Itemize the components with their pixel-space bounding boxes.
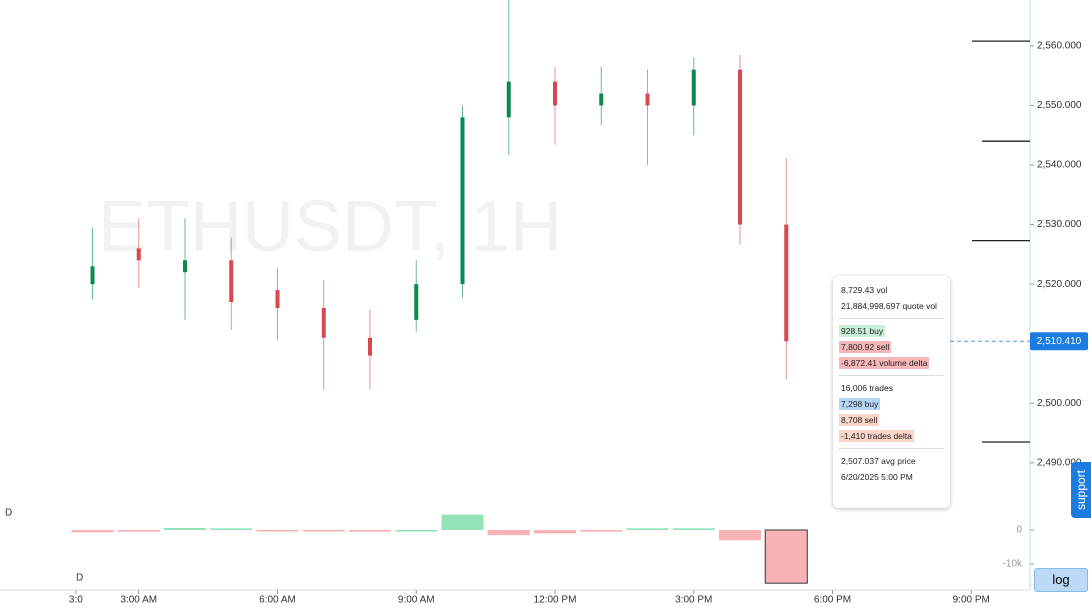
delta-bar bbox=[302, 530, 345, 532]
y-tick-label: 2,500.000 bbox=[1037, 398, 1082, 409]
support-tab[interactable]: support bbox=[1071, 462, 1091, 518]
y2-tick-label: 0 bbox=[1016, 525, 1022, 536]
x-tick-label: 9:00 PM bbox=[953, 595, 990, 606]
y-tick-label: 2,540.000 bbox=[1037, 160, 1082, 171]
delta-bar bbox=[210, 528, 253, 530]
candle-body bbox=[90, 266, 95, 285]
candle-body bbox=[229, 260, 234, 303]
y2-tick-label: -10k bbox=[1003, 559, 1023, 570]
tooltip-row: 928.51 buy bbox=[839, 323, 944, 339]
candle-body bbox=[275, 290, 280, 308]
tooltip-text: 16,006 trades bbox=[841, 383, 893, 393]
tooltip-row: 8,708 sell bbox=[839, 412, 944, 428]
delta-bar bbox=[441, 514, 484, 530]
pane-label: D bbox=[5, 508, 12, 519]
delta-bar bbox=[534, 530, 577, 534]
watermark: ETHUSDT, 1H bbox=[98, 187, 562, 267]
tooltip-row: -6,872.41 volume delta bbox=[839, 355, 944, 371]
y-tick-label: 2,560.000 bbox=[1037, 41, 1082, 52]
delta-bar bbox=[395, 530, 438, 532]
x-tick-label: 6:00 AM bbox=[259, 595, 296, 606]
candle-body bbox=[784, 224, 789, 342]
candle-body bbox=[553, 81, 558, 106]
delta-bar bbox=[256, 530, 299, 532]
delta-bar bbox=[71, 530, 114, 533]
candle-body bbox=[599, 93, 604, 106]
y-tick-label: 2,530.000 bbox=[1037, 219, 1082, 230]
tooltip-text: 7,800.92 sell bbox=[839, 341, 892, 353]
candle-body bbox=[136, 248, 141, 261]
delta-bar bbox=[719, 530, 762, 541]
tooltip-row: 21,884,998.697 quote vol bbox=[839, 298, 944, 314]
delta-bar bbox=[764, 529, 808, 584]
candle-body bbox=[414, 284, 419, 320]
delta-bar bbox=[349, 530, 392, 532]
log-button[interactable]: log bbox=[1034, 568, 1088, 592]
candle-body bbox=[460, 117, 465, 285]
candle-body bbox=[645, 93, 650, 106]
x-tick-label: 3:00 AM bbox=[120, 595, 157, 606]
x-tick-label: 6:00 PM bbox=[814, 595, 851, 606]
x-tick-label: 12:00 PM bbox=[534, 595, 577, 606]
tooltip: 8,729.43 vol 21,884,998.697 quote vol 928.… bbox=[833, 276, 950, 508]
tooltip-row: 7,298 buy bbox=[839, 396, 944, 412]
tooltip-text: -1,410 trades delta bbox=[839, 430, 914, 442]
tooltip-text: -6,872.41 volume delta bbox=[839, 357, 930, 369]
tooltip-text: 8,729.43 vol bbox=[841, 285, 888, 295]
delta-bar bbox=[164, 527, 207, 530]
candle-body bbox=[368, 337, 373, 356]
tooltip-row: 6/20/2025 5:00 PM bbox=[839, 469, 944, 485]
tooltip-text: 6/20/2025 5:00 PM bbox=[841, 472, 913, 482]
delta-bar bbox=[487, 530, 530, 536]
delta-bar bbox=[117, 530, 160, 532]
delta-bar bbox=[672, 528, 715, 530]
tooltip-row: 16,006 trades bbox=[839, 380, 944, 396]
divider bbox=[839, 375, 944, 376]
divider bbox=[839, 448, 944, 449]
candle-body bbox=[738, 69, 743, 225]
tooltip-text: 2,507.037 avg price bbox=[841, 456, 916, 466]
x-tick-label: 9:00 AM bbox=[398, 595, 435, 606]
support-label: support bbox=[1074, 469, 1088, 511]
candle-body bbox=[183, 260, 188, 273]
delta-bar bbox=[580, 530, 623, 532]
last-price-box bbox=[1030, 332, 1088, 351]
divider bbox=[839, 318, 944, 319]
tooltip-row: 2,507.037 avg price bbox=[839, 453, 944, 469]
tooltip-row: -1,410 trades delta bbox=[839, 428, 944, 444]
y-tick-label: 2,520.000 bbox=[1037, 279, 1082, 290]
candle-body bbox=[321, 307, 326, 338]
candle-body bbox=[506, 81, 511, 118]
y-tick-label: 2,490.000 bbox=[1037, 457, 1082, 468]
delta-bar bbox=[626, 528, 669, 530]
tooltip-text: 928.51 buy bbox=[839, 325, 886, 337]
x-tick-label: 3:00 PM bbox=[675, 595, 712, 606]
candle-body bbox=[691, 69, 696, 106]
last-price-label: 2,510.410 bbox=[1037, 336, 1082, 347]
y-tick-label: 2,550.000 bbox=[1037, 100, 1082, 111]
tooltip-row: 8,729.43 vol bbox=[839, 282, 944, 298]
tooltip-text: 7,298 buy bbox=[839, 398, 881, 410]
tooltip-row: 7,800.92 sell bbox=[839, 339, 944, 355]
tooltip-text: 8,708 sell bbox=[839, 414, 880, 426]
pane-label: D bbox=[76, 573, 83, 584]
x-tick-label: 3:0 bbox=[69, 595, 83, 606]
tooltip-text: 21,884,998.697 quote vol bbox=[841, 301, 937, 311]
